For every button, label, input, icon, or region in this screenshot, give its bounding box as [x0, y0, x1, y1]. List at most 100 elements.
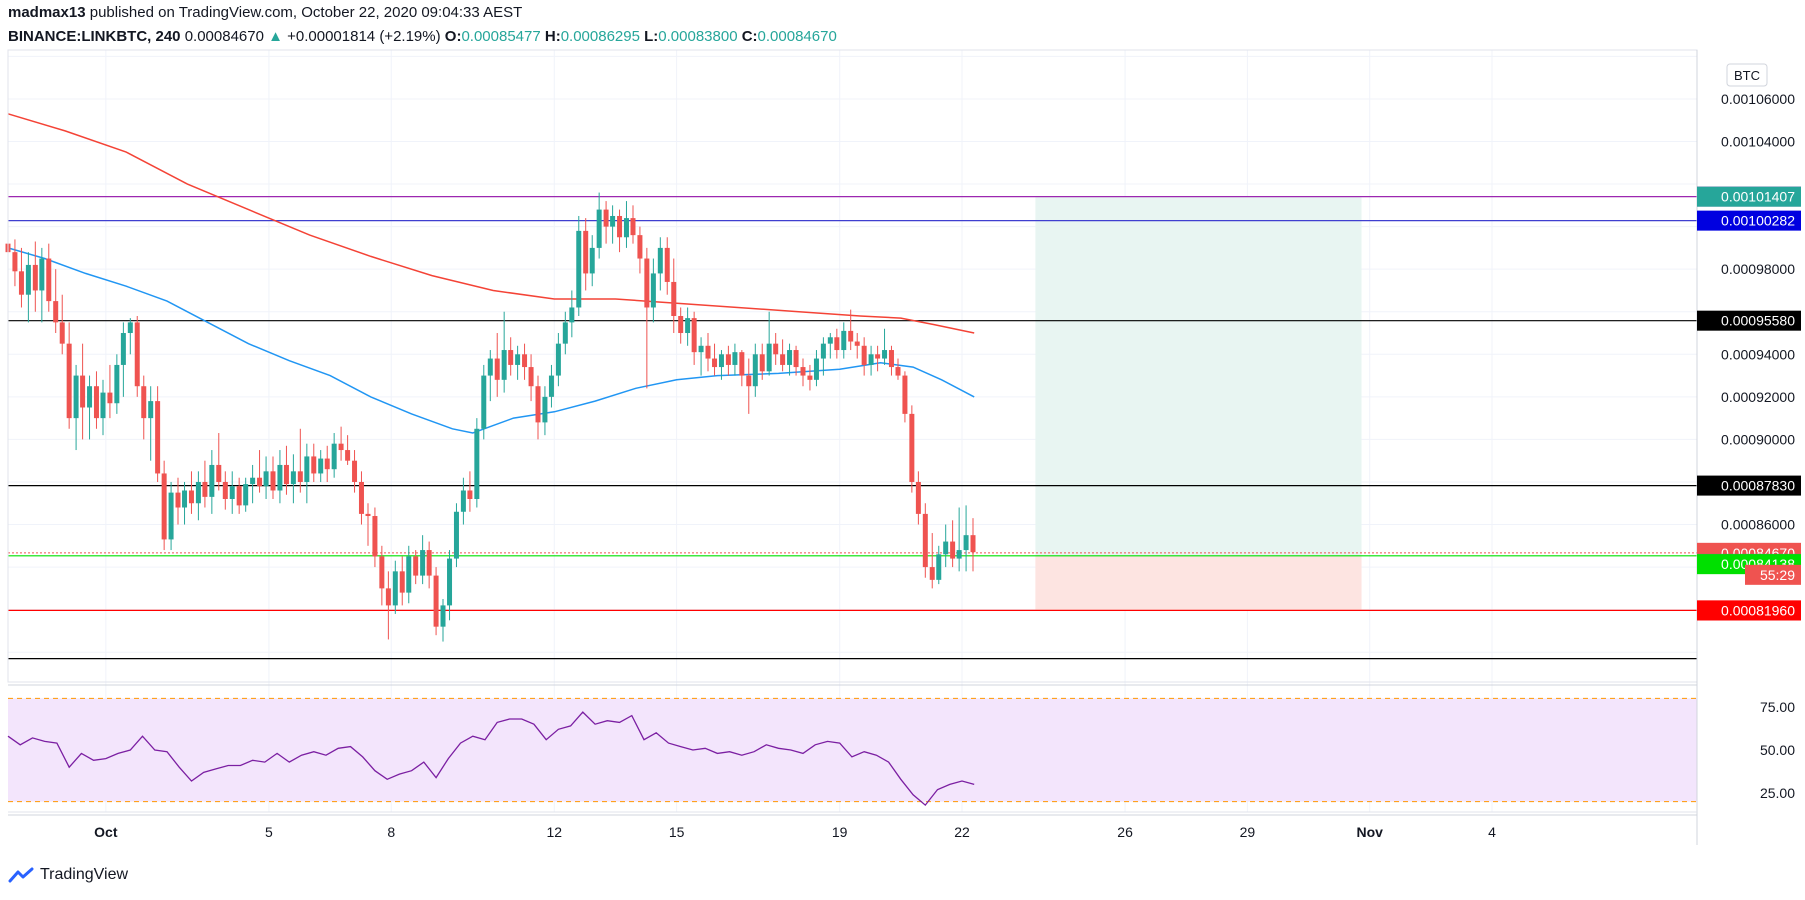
candle-body: [318, 458, 324, 474]
candle-body: [324, 458, 330, 470]
candle-body: [426, 550, 432, 576]
candle-body: [392, 571, 398, 606]
candle-body: [773, 343, 779, 355]
candle-body: [39, 258, 45, 291]
ohlc-legend: BINANCE:LINKBTC, 240 0.00084670 ▲ +0.000…: [8, 28, 837, 45]
candle-body: [617, 215, 623, 238]
main-pane-border: [7, 49, 1698, 683]
candle-body: [59, 322, 65, 344]
countdown-label: 55:29: [1760, 567, 1795, 583]
candle-body: [596, 209, 602, 248]
candle-body: [114, 364, 120, 404]
candle-body: [358, 481, 364, 514]
brand-name: TradingView: [40, 866, 129, 883]
candle-body: [283, 464, 289, 485]
candle-body: [848, 330, 854, 342]
candle-body: [270, 471, 276, 491]
price-tick-label: 0.00098000: [1721, 261, 1795, 277]
high-label: H:: [544, 28, 561, 45]
candle-body: [610, 215, 616, 227]
candle-body: [739, 352, 745, 376]
candle-body: [950, 541, 956, 559]
long-position-tool[interactable]: [1035, 196, 1362, 611]
candle-body: [93, 386, 99, 419]
rsi-tick-label: 25.00: [1760, 785, 1795, 801]
price-tick-label: 0.00094000: [1721, 346, 1795, 362]
candle-body: [120, 333, 126, 365]
candle-body: [854, 341, 860, 346]
candle-body: [535, 386, 541, 423]
candle-body: [882, 350, 888, 359]
candle-body: [73, 375, 79, 419]
candle-body: [474, 428, 480, 499]
currency-badge[interactable]: BTC: [1726, 63, 1768, 87]
up-arrow-icon: ▲: [268, 28, 283, 45]
marker-price-label-bg: [1697, 600, 1801, 621]
candle-body: [100, 392, 106, 419]
candle-body: [548, 375, 554, 397]
author-name[interactable]: madmax13: [8, 4, 86, 21]
low-label: L:: [644, 28, 659, 45]
candle-body: [732, 352, 738, 365]
candle-body: [705, 345, 711, 359]
candle-body: [650, 273, 656, 308]
candle-body: [155, 401, 161, 474]
candle-body: [257, 477, 263, 487]
candle-body: [752, 354, 758, 387]
ma-short-line: [7, 247, 975, 434]
line-price-label: 0.00100282: [1721, 213, 1795, 229]
candle-body: [467, 490, 473, 499]
candle-body: [712, 358, 718, 368]
time-tick-label: 15: [669, 824, 685, 840]
horizontal-lines[interactable]: [8, 195, 1697, 660]
last-price: 0.00084670: [184, 28, 264, 45]
candlestick-series: [5, 192, 976, 642]
candle-body: [182, 490, 188, 508]
price-tick-label: 0.00086000: [1721, 517, 1795, 533]
time-tick-label: 5: [265, 824, 273, 840]
candle-body: [562, 322, 568, 344]
price-tick-label: 0.00090000: [1721, 431, 1795, 447]
price-change: +0.00001814 (+2.19%): [287, 28, 441, 45]
candle-body: [888, 350, 894, 368]
ma-long-line: [7, 113, 975, 334]
time-tick-label: 26: [1117, 824, 1133, 840]
candle-body: [922, 513, 928, 568]
candle-body: [250, 477, 256, 485]
candle-body: [229, 486, 235, 499]
price-axis-labels: 0.001014110.001002820.000955800.00087830…: [1697, 186, 1801, 621]
candle-body: [195, 481, 201, 504]
candle-body: [243, 484, 249, 506]
candle-body: [820, 343, 826, 359]
candle-body: [297, 471, 303, 482]
time-tick-label: 22: [954, 824, 970, 840]
ma-short-layer: [7, 247, 975, 434]
candle-body: [18, 271, 24, 295]
candle-body: [406, 556, 412, 593]
time-tick-label: Nov: [1356, 824, 1383, 840]
candle-body: [623, 218, 629, 238]
candle-body: [936, 554, 942, 580]
footer-brand[interactable]: TradingView: [8, 866, 128, 884]
candle-body: [678, 315, 684, 334]
candle-body: [528, 367, 534, 387]
candle-body: [338, 443, 344, 451]
candle-body: [657, 247, 663, 274]
candle-body: [352, 460, 358, 482]
publish-info: madmax13 published on TradingView.com, O…: [8, 4, 522, 21]
time-tick-label: Oct: [94, 824, 118, 840]
symbol-label[interactable]: BINANCE:LINKBTC, 240: [8, 28, 181, 45]
chart-grid: [8, 50, 1697, 812]
candle-body: [440, 605, 446, 627]
candle-body: [603, 209, 609, 227]
chart-axes: 0.00106000 0.00104000 0.00098000 0.00094000…: [7, 49, 1795, 845]
rsi-band: [8, 698, 1697, 802]
candle-body: [222, 481, 228, 499]
candle-body: [895, 367, 901, 376]
candle-body: [943, 541, 949, 555]
candle-body: [453, 511, 459, 559]
rsi-line: [7, 711, 975, 807]
candle-body: [522, 354, 528, 368]
candle-body: [494, 358, 500, 380]
